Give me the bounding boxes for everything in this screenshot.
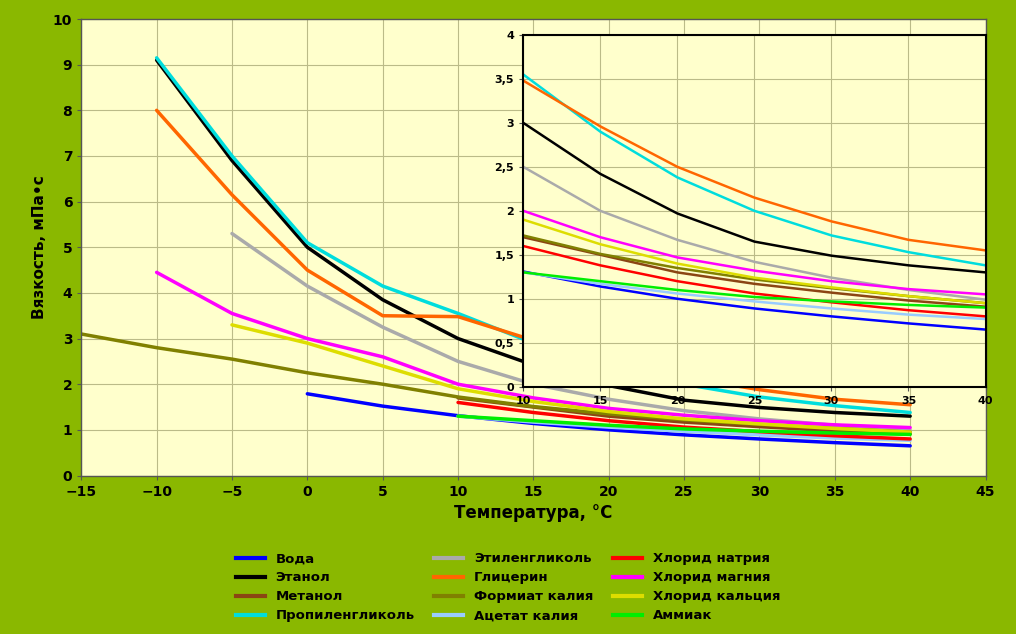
Y-axis label: Вязкость, мПа•с: Вязкость, мПа•с — [33, 176, 48, 319]
Legend: Вода, Этанол, Метанол, Пропиленгликоль, Этиленгликоль, Глицерин, Формиат калия, : Вода, Этанол, Метанол, Пропиленгликоль, … — [231, 547, 785, 628]
X-axis label: Температура, °C: Температура, °C — [454, 504, 613, 522]
